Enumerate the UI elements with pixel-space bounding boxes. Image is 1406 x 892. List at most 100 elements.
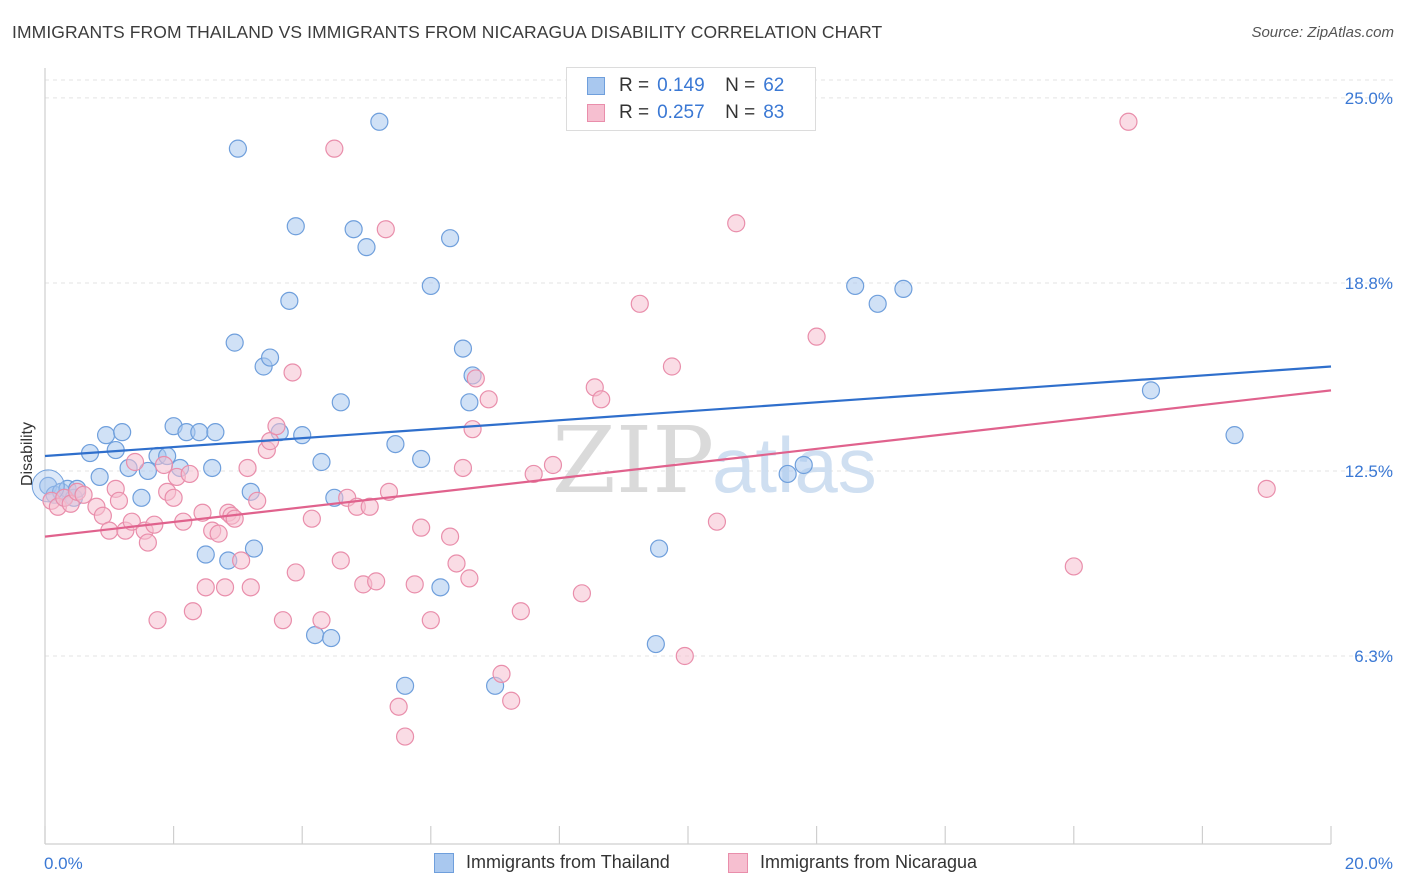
data-point-nicaragua [592,390,611,409]
data-point-thailand [286,217,305,236]
data-point-nicaragua [807,327,826,346]
data-point-nicaragua [707,512,727,531]
data-point-thailand [778,464,797,484]
trend-line-thailand [44,365,1332,458]
series-legend: Immigrants from Thailand Immigrants from… [0,852,1406,878]
data-point-thailand [225,333,244,352]
data-point-nicaragua [148,611,167,630]
data-point-nicaragua [283,363,302,382]
data-point-nicaragua [1119,112,1138,131]
data-point-nicaragua [395,727,415,746]
data-point-thailand [260,348,280,367]
series-thailand-points [31,112,1244,695]
legend-swatch-thailand [587,77,605,95]
data-point-nicaragua [74,485,93,504]
data-point-thailand [96,426,116,445]
data-point-nicaragua [1257,479,1276,498]
data-point-thailand [312,452,331,472]
data-point-thailand [386,434,405,454]
chart-title: IMMIGRANTS FROM THAILAND VS IMMIGRANTS F… [12,22,883,42]
data-point-nicaragua [412,518,431,537]
data-point-nicaragua [180,464,199,484]
data-point-nicaragua [312,611,331,630]
data-point-thailand [113,423,132,442]
data-point-thailand [646,634,665,654]
tick-labels: 6.3% 12.5% 18.8% 25.0% 0.0% 20.0% [44,89,1393,873]
data-point-thailand [344,220,363,239]
data-point-nicaragua [215,578,235,597]
data-point-nicaragua [453,458,473,478]
trend-line-nicaragua [44,389,1332,538]
data-point-thailand [228,139,247,158]
data-point-nicaragua [376,220,395,239]
y-tick-label: 12.5% [1345,462,1393,481]
data-point-nicaragua [479,390,498,409]
data-point-thailand [395,676,415,695]
data-point-nicaragua [109,491,129,510]
data-point-nicaragua [727,214,746,233]
data-point-thailand [868,294,887,313]
data-point-thailand [293,426,312,445]
data-point-nicaragua [248,491,267,510]
data-point-nicaragua [572,584,592,603]
data-point-thailand [280,291,299,310]
data-point-thailand [322,628,341,648]
data-point-thailand [244,539,264,558]
legend-r-value-thailand: 0.149 [657,75,705,96]
data-point-nicaragua [1064,557,1083,576]
y-tick-label: 25.0% [1345,89,1393,108]
data-point-thailand [138,461,157,481]
data-point-thailand [331,393,350,412]
data-point-thailand [846,276,865,296]
data-point-nicaragua [331,551,350,570]
data-point-nicaragua [675,646,694,666]
data-point-nicaragua [241,578,260,597]
data-point-nicaragua [405,575,424,594]
data-point-thailand [794,455,813,475]
data-point-thailand [196,545,215,564]
legend-swatch-nicaragua [587,104,605,122]
x-tick-label-min: 0.0% [44,854,83,873]
data-point-thailand [206,423,225,442]
watermark-atlas: atlas [712,421,877,509]
data-point-thailand [203,458,222,478]
data-point-thailand [1141,381,1161,400]
legend-swatch-thailand [434,852,454,873]
data-point-nicaragua [463,420,482,439]
data-point-nicaragua [492,664,511,683]
data-point-nicaragua [524,464,543,484]
source-label: Source: ZipAtlas.com [1251,24,1394,41]
data-point-thailand [90,467,109,487]
data-point-nicaragua [440,527,460,546]
data-point-nicaragua [502,691,521,710]
data-point-nicaragua [183,602,202,621]
trend-lines [44,365,1332,538]
data-point-nicaragua [302,509,321,528]
data-point-nicaragua [460,569,479,588]
data-point-nicaragua [511,602,530,621]
data-point-thailand [453,339,473,358]
stats-legend: R = 0.149 N = 62 R = 0.257 N = 83 [566,67,816,131]
data-point-nicaragua [367,572,386,591]
data-point-nicaragua [193,503,212,522]
data-point-nicaragua [154,455,174,475]
data-point-nicaragua [360,497,379,516]
watermark: ZIP atlas [552,407,877,514]
legend-n-key: N = [725,75,756,96]
data-point-nicaragua [389,697,408,716]
data-point-thailand [649,539,669,558]
data-point-thailand [1225,426,1244,445]
data-point-thailand [357,238,376,257]
data-point-thailand [421,276,440,296]
data-point-thailand [431,578,450,597]
data-point-nicaragua [196,578,215,597]
data-point-nicaragua [125,452,145,472]
legend-swatch-nicaragua [728,852,748,873]
data-point-nicaragua [662,357,682,376]
data-point-nicaragua [138,533,157,552]
data-point-thailand [440,229,460,248]
data-point-thailand [460,393,479,412]
data-point-nicaragua [232,551,251,570]
data-point-nicaragua [447,554,466,573]
